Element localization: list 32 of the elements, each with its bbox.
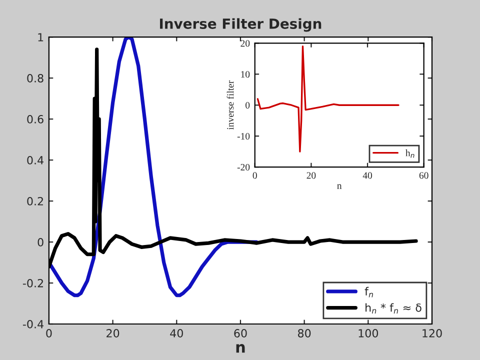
y-tick-label: 0.6 bbox=[27, 115, 44, 124]
x-tick-label: 20 bbox=[106, 329, 120, 338]
x-tick-label: 80 bbox=[298, 329, 311, 338]
y-axis-title: inverse filter bbox=[226, 80, 234, 130]
y-tick-label: 0 bbox=[38, 238, 44, 246]
y-tick-label: -10 bbox=[237, 132, 250, 140]
y-tick-label: -0.2 bbox=[22, 278, 43, 288]
y-tick-label: 20 bbox=[240, 40, 250, 47]
x-axis-title: n bbox=[337, 184, 342, 189]
y-tick-label: 0.2 bbox=[27, 197, 43, 206]
y-tick-label: 0 bbox=[246, 102, 250, 109]
chart-title: Inverse Filter Design bbox=[160, 18, 322, 32]
legend-label: f$_{n}$ bbox=[364, 286, 373, 298]
legend-label: h$_{n}$ bbox=[406, 149, 414, 158]
legend-label: h$_{n}$ * f$_{n}$ ≈ δ bbox=[366, 303, 422, 314]
y-tick-label: 10 bbox=[241, 71, 250, 78]
x-tick-label: 20 bbox=[306, 172, 316, 179]
x-tick-label: 40 bbox=[362, 172, 372, 179]
line-series bbox=[256, 45, 400, 152]
x-tick-label: 100 bbox=[358, 329, 378, 338]
x-axis-title: n bbox=[236, 344, 245, 353]
y-tick-label: 1 bbox=[38, 33, 44, 42]
x-tick-label: 120 bbox=[422, 329, 442, 338]
y-tick-label: -20 bbox=[237, 164, 250, 171]
x-tick-label: 40 bbox=[170, 329, 183, 338]
y-tick-label: -0.4 bbox=[22, 320, 44, 328]
x-tick-label: 0 bbox=[252, 172, 257, 179]
y-tick-label: 0.8 bbox=[27, 74, 44, 82]
x-tick-label: 60 bbox=[234, 329, 247, 338]
x-tick-label: 60 bbox=[419, 172, 428, 179]
y-tick-label: 0.4 bbox=[27, 156, 44, 164]
x-tick-label: 0 bbox=[46, 329, 52, 338]
